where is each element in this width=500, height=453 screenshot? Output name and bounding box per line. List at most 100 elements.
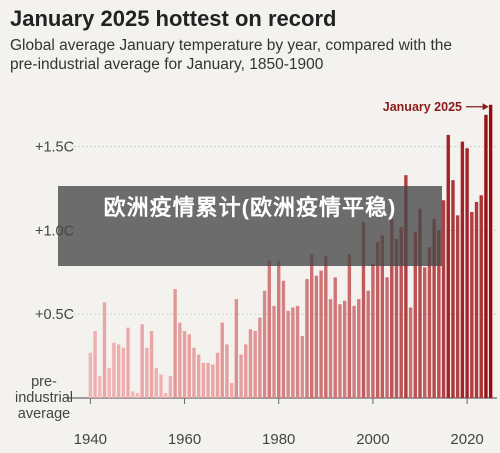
bar-1962 xyxy=(192,347,196,398)
overlay-banner: 欧洲疫情累计(欧洲疫情平稳) xyxy=(58,186,442,266)
y-tick-label: average xyxy=(18,406,70,422)
chart-title: January 2025 hottest on record xyxy=(10,6,337,31)
y-tick-label: +0.5C xyxy=(35,307,74,323)
bar-2002 xyxy=(380,235,385,398)
bar-1957 xyxy=(168,376,173,398)
bar-1980 xyxy=(277,260,281,398)
bar-1981 xyxy=(281,280,286,398)
x-tick-labels: 1940 1960 1980 2000 2020 xyxy=(74,398,484,448)
bar-1978 xyxy=(267,260,272,398)
bar-2019 xyxy=(460,141,465,398)
bar-1984 xyxy=(295,305,300,398)
bar-1998 xyxy=(361,222,366,398)
bar-1970 xyxy=(229,382,234,398)
bar-1954 xyxy=(154,367,158,398)
bar-1975 xyxy=(253,330,257,398)
bar-2011 xyxy=(423,267,427,398)
bar-1982 xyxy=(286,310,290,398)
bar-2023 xyxy=(479,195,483,398)
bar-1994 xyxy=(342,300,347,398)
bar-2001 xyxy=(375,242,380,398)
bar-2022 xyxy=(474,201,479,398)
bar-2010 xyxy=(418,208,422,398)
annotation-arrow-head xyxy=(482,103,489,111)
bar-1987 xyxy=(309,253,314,398)
bar-1999 xyxy=(366,290,370,398)
bar-1983 xyxy=(291,307,295,398)
bar-2016 xyxy=(446,134,450,398)
bar-1959 xyxy=(178,322,182,398)
bar-2021 xyxy=(470,212,474,398)
bar-1969 xyxy=(225,344,229,398)
bar-1958 xyxy=(173,289,177,398)
y-tick-label: pre- xyxy=(31,374,57,390)
bar-2024 xyxy=(484,114,488,398)
bar-2006 xyxy=(399,227,403,398)
bar-1949 xyxy=(131,391,135,398)
bar-1963 xyxy=(196,354,201,398)
bar-2015 xyxy=(441,200,446,398)
x-tick-label: 1940 xyxy=(74,431,107,448)
bar-2009 xyxy=(413,232,417,398)
bar-1945 xyxy=(112,342,116,398)
bar-1953 xyxy=(149,330,154,398)
bar-1976 xyxy=(258,317,262,398)
bar-1950 xyxy=(135,392,140,398)
bar-1992 xyxy=(333,277,337,398)
bar-1948 xyxy=(126,327,130,398)
bar-1955 xyxy=(159,374,163,398)
bar-1966 xyxy=(211,364,215,398)
bar-1944 xyxy=(107,367,111,398)
bar-2008 xyxy=(408,307,413,398)
bar-1985 xyxy=(300,336,304,398)
bar-1965 xyxy=(206,362,210,398)
bar-1977 xyxy=(262,290,267,398)
x-tick-label: 2020 xyxy=(450,431,483,448)
bar-1973 xyxy=(244,344,248,398)
bar-2014 xyxy=(437,230,441,398)
bar-1991 xyxy=(328,299,333,398)
gridlines xyxy=(66,146,497,399)
bar-1988 xyxy=(314,275,319,398)
bar-1943 xyxy=(102,302,107,398)
x-tick-label: 1980 xyxy=(262,431,295,448)
bar-1989 xyxy=(319,270,323,398)
bar-1941 xyxy=(93,330,97,398)
x-tick-label: 2000 xyxy=(356,431,389,448)
bar-2000 xyxy=(371,263,375,398)
bar-1986 xyxy=(305,279,309,398)
bar-2013 xyxy=(432,218,436,398)
bar-1993 xyxy=(338,304,342,398)
bar-2007 xyxy=(404,175,408,398)
bar-1947 xyxy=(121,347,126,398)
y-tick-label: industrial xyxy=(15,390,73,406)
bar-2012 xyxy=(427,247,432,398)
bar-1942 xyxy=(98,376,102,398)
bar-1990 xyxy=(324,255,328,398)
bar-1946 xyxy=(116,344,121,398)
bar-1968 xyxy=(220,322,224,398)
bar-2017 xyxy=(451,180,455,398)
annotation-label: January 2025 xyxy=(383,100,462,114)
bar-1956 xyxy=(164,392,168,398)
bar-1974 xyxy=(248,329,253,398)
overlay-text: 欧洲疫情累计(欧洲疫情平稳) xyxy=(103,195,397,220)
bar-1951 xyxy=(140,324,144,398)
bar-1952 xyxy=(145,347,149,398)
bar-2004 xyxy=(390,218,394,398)
bar-1997 xyxy=(357,299,361,398)
bar-2005 xyxy=(394,238,399,398)
annotation: January 2025 xyxy=(383,100,489,114)
bar-2003 xyxy=(385,277,389,398)
bar-1972 xyxy=(239,354,243,398)
chart-subtitle: Global average January temperature by ye… xyxy=(10,37,452,73)
y-tick-label: +1.5C xyxy=(35,140,74,156)
bar-1961 xyxy=(187,334,191,398)
bar-1996 xyxy=(352,305,356,398)
bar-1971 xyxy=(234,299,239,398)
bar-2018 xyxy=(455,215,460,398)
bar-2020 xyxy=(465,148,469,398)
bars xyxy=(88,104,493,398)
